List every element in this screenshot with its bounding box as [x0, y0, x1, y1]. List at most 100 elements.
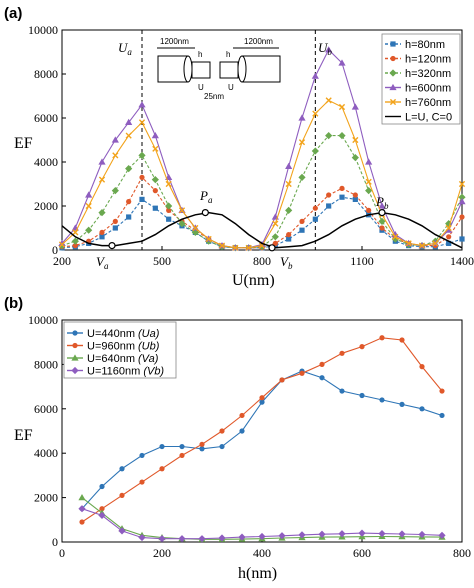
data-point [99, 234, 105, 240]
data-point [245, 244, 252, 251]
x-tick-label: 1100 [350, 254, 374, 268]
data-point [239, 428, 245, 434]
x-tick-label: 800 [253, 254, 271, 268]
data-point [325, 97, 332, 104]
data-point [72, 243, 78, 249]
data-point [218, 534, 226, 542]
data-point [359, 392, 365, 399]
data-point [312, 216, 318, 222]
series-a [58, 30, 466, 252]
data-point [339, 350, 345, 356]
data-point [439, 388, 445, 394]
point-pb [378, 209, 386, 217]
data-point [366, 207, 372, 213]
legend-a-box [381, 33, 461, 125]
legend-label: U=640nm (Va) [87, 353, 159, 365]
data-point [112, 218, 118, 224]
data-point [239, 412, 245, 419]
data-point [392, 233, 399, 240]
data-point [198, 535, 206, 543]
data-point [338, 530, 346, 538]
data-point [339, 194, 345, 200]
data-point [179, 443, 185, 450]
x-tick-label: 1400 [450, 254, 474, 268]
legend-label: h=80nm [405, 39, 445, 51]
legend-label: h=320nm [405, 68, 451, 80]
data-point [205, 235, 212, 243]
inset-disc-right [219, 61, 239, 79]
data-point [139, 196, 145, 202]
data-point [232, 244, 239, 251]
data-point [85, 226, 93, 234]
inset-disc-left [191, 61, 211, 79]
data-point [271, 233, 279, 241]
data-point [446, 234, 452, 240]
data-point [98, 209, 106, 217]
inset-h-left: h [198, 50, 202, 59]
data-point [339, 388, 345, 394]
y-tick-label: 6000 [34, 402, 58, 416]
data-point [379, 397, 385, 403]
inset-u-left: U [198, 83, 204, 92]
data-point [378, 202, 386, 209]
y-tick-label: 10000 [28, 23, 58, 37]
data-point [138, 101, 146, 108]
nanostructure-inset: 1200nm 1200nm h h U U 25nm [157, 37, 281, 101]
data-point [299, 227, 305, 233]
data-point [219, 428, 225, 434]
data-point [179, 452, 185, 459]
data-point [325, 132, 333, 140]
data-point [166, 207, 172, 213]
data-point [285, 180, 292, 188]
inset-right-length: 1200nm [244, 37, 273, 46]
data-point [365, 187, 373, 195]
data-point [365, 158, 373, 165]
data-point [338, 103, 346, 111]
data-point [125, 118, 133, 125]
data-point [111, 187, 119, 195]
data-point [312, 110, 319, 117]
data-point [418, 242, 426, 249]
data-point [238, 533, 246, 541]
data-point [278, 532, 286, 540]
inset-left-length: 1200nm [160, 37, 189, 46]
data-point [312, 205, 318, 211]
data-point [352, 136, 359, 144]
point-pa [201, 209, 209, 217]
data-point [126, 214, 132, 220]
annotation-vb: Vb [280, 254, 293, 271]
legend-marker [390, 55, 396, 62]
data-point [458, 180, 466, 188]
x-tick-label: 500 [153, 254, 171, 268]
data-point [419, 364, 425, 370]
data-point [58, 241, 66, 248]
data-point [125, 132, 132, 139]
data-point [351, 154, 359, 162]
data-point [219, 443, 225, 450]
data-point [399, 401, 405, 407]
data-point [125, 165, 133, 173]
data-point [459, 214, 465, 220]
legend-b-box [63, 321, 177, 379]
legend-label: L=U, C=0 [405, 112, 452, 124]
data-point [159, 443, 165, 450]
data-point [78, 505, 86, 513]
data-point [365, 178, 372, 185]
data-point [285, 206, 293, 214]
data-point [319, 375, 325, 381]
inset-rod-left [157, 55, 189, 83]
data-point [119, 492, 125, 498]
data-point [446, 240, 452, 246]
data-point [119, 466, 125, 472]
data-point [178, 207, 186, 214]
data-point [298, 114, 306, 121]
data-point [319, 361, 325, 367]
x-axis-label-b: h(nm) [238, 565, 277, 582]
data-point [178, 535, 186, 543]
x-axis-label-a: U(nm) [232, 272, 275, 289]
data-point [152, 205, 158, 211]
data-point [58, 239, 66, 246]
y-tick-label: 2000 [34, 199, 58, 213]
data-point [98, 158, 106, 165]
data-point [158, 535, 166, 543]
